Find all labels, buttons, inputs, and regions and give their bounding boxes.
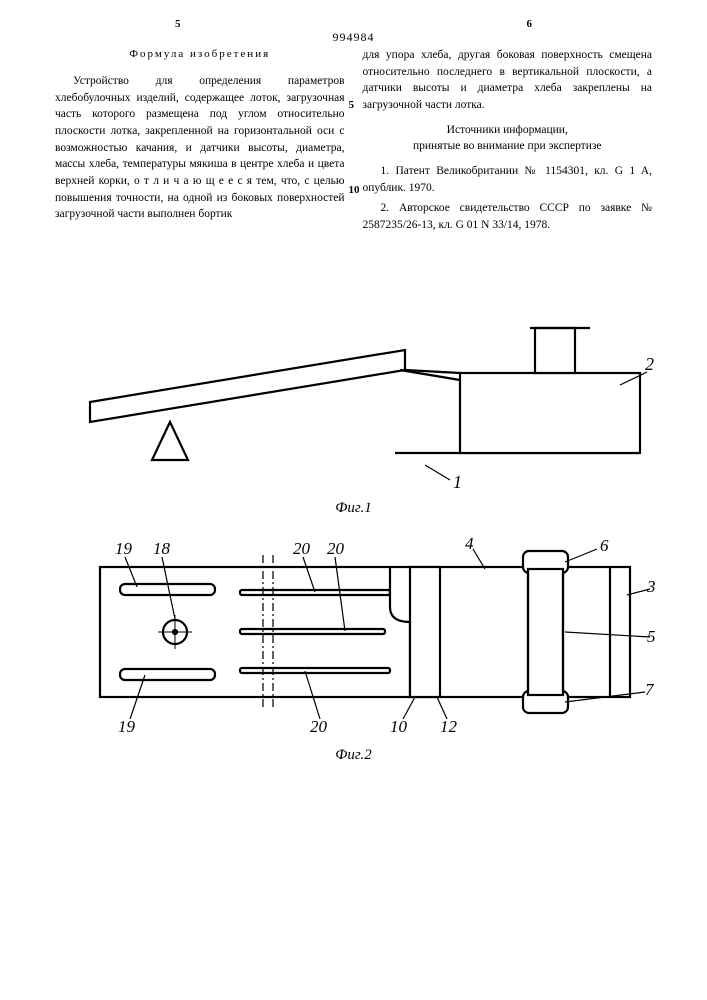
line-number-10: 10 [349, 183, 360, 199]
document-number: 994984 [0, 30, 707, 45]
callout-10: 10 [390, 717, 408, 736]
claim-text: Устройство для определения параметров хл… [55, 73, 345, 223]
callout-4: 4 [465, 537, 474, 553]
reference-1: 1. Патент Великобритании № 1154301, кл. … [363, 163, 653, 196]
figures-area: 1 2 Фиг.1 [45, 310, 662, 764]
references-title: Источники информации, принятые во вниман… [363, 122, 653, 155]
line-number-5: 5 [349, 98, 355, 114]
formula-title: Формула изобретения [55, 47, 345, 63]
figure-1: 1 2 [45, 310, 660, 495]
callout-7: 7 [645, 680, 655, 699]
callout-6: 6 [600, 537, 609, 555]
callout-3: 3 [646, 577, 656, 596]
callout-5: 5 [647, 627, 656, 646]
left-column: Формула изобретения Устройство для опред… [55, 47, 345, 234]
page-number-right: 6 [527, 18, 533, 30]
callout-20b: 20 [327, 539, 345, 558]
figure-1-label: Фиг.1 [45, 500, 662, 517]
reference-2: 2. Авторское свидетельство СССР по заявк… [363, 200, 653, 233]
callout-19b: 19 [118, 717, 136, 736]
callout-18: 18 [153, 539, 171, 558]
callout-19a: 19 [115, 539, 133, 558]
callout-2: 2 [645, 354, 654, 374]
callout-1: 1 [453, 472, 462, 492]
page-number-left: 5 [175, 18, 181, 30]
continuation-text: для упора хлеба, другая боковая поверхно… [363, 47, 653, 114]
text-columns: Формула изобретения Устройство для опред… [55, 47, 652, 234]
callout-20a: 20 [293, 539, 311, 558]
figure-2-label: Фиг.2 [45, 747, 662, 764]
figure-2: 19 18 20 20 4 6 3 5 7 19 20 10 12 [45, 537, 660, 742]
callout-12: 12 [440, 717, 458, 736]
right-column: 5 10 для упора хлеба, другая боковая пов… [363, 47, 653, 234]
callout-20c: 20 [310, 717, 328, 736]
